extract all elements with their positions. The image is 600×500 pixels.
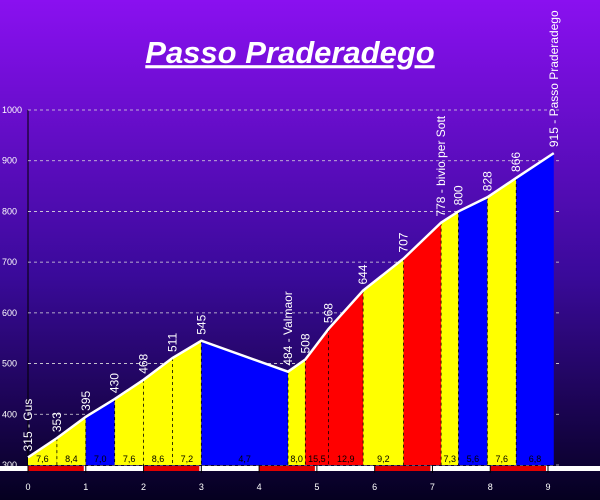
point-label: 568 xyxy=(321,303,335,323)
grade-label: 8,0 xyxy=(290,454,303,464)
segment-area xyxy=(85,399,115,465)
grade-label: 7,2 xyxy=(181,454,194,464)
x-tick-label: 9 xyxy=(545,482,550,492)
x-tick-label: 1 xyxy=(83,482,88,492)
grade-label: 9,2 xyxy=(377,454,390,464)
point-label: 828 xyxy=(480,171,494,191)
x-tick-label: 4 xyxy=(257,482,262,492)
x-tick-label: 8 xyxy=(488,482,493,492)
km-strip xyxy=(143,466,200,471)
segment-area xyxy=(403,222,442,465)
x-tick-label: 0 xyxy=(25,482,30,492)
point-label: 778 - bivio per Sott xyxy=(434,115,448,216)
segment-area xyxy=(288,359,306,465)
point-label: 707 xyxy=(397,232,411,252)
chart-title: Passo Praderadego xyxy=(145,35,434,70)
segment-area xyxy=(305,329,329,465)
km-strip xyxy=(490,466,546,471)
segment-area xyxy=(28,438,57,465)
segment-area xyxy=(363,258,404,465)
y-tick-label: 600 xyxy=(2,308,17,318)
segment-area xyxy=(487,177,517,465)
grade-label: 15,5 xyxy=(308,454,326,464)
point-label: 484 - Valmaor xyxy=(281,291,295,365)
grade-label: 6,8 xyxy=(529,454,542,464)
segment-area xyxy=(143,357,173,465)
y-tick-label: 500 xyxy=(2,359,17,369)
point-label: 644 xyxy=(356,264,370,284)
point-label: 800 xyxy=(451,185,465,205)
y-tick-label: 700 xyxy=(2,257,17,267)
segment-area xyxy=(441,211,459,465)
point-label: 315 - Gus xyxy=(21,399,35,452)
point-label: 468 xyxy=(137,353,151,373)
km-strip xyxy=(432,466,489,471)
segment-area xyxy=(328,290,364,465)
km-strip xyxy=(201,466,258,471)
point-label: 395 xyxy=(79,390,93,410)
grade-label: 7,0 xyxy=(94,454,107,464)
point-label: 915 - Passo Praderadego xyxy=(547,10,561,147)
profile-line xyxy=(27,152,555,459)
x-tick-label: 7 xyxy=(430,482,435,492)
y-tick-label: 1000 xyxy=(2,105,22,115)
segment-area xyxy=(516,153,554,465)
x-tick-label: 3 xyxy=(199,482,204,492)
point-label: 866 xyxy=(509,152,523,172)
y-tick-label: 300 xyxy=(2,460,17,470)
grade-label: 4,7 xyxy=(238,454,251,464)
km-strip xyxy=(28,466,84,471)
y-tick-label: 900 xyxy=(2,156,17,166)
segment-area xyxy=(114,379,144,465)
km-strip xyxy=(374,466,431,471)
segment-area xyxy=(56,416,86,465)
grade-label: 7,6 xyxy=(496,454,509,464)
km-strip xyxy=(85,466,142,471)
grade-label: 7,6 xyxy=(36,454,49,464)
km-strip xyxy=(316,466,373,471)
grade-label: 12,9 xyxy=(337,454,355,464)
x-tick-label: 5 xyxy=(314,482,319,492)
grade-label: 7,3 xyxy=(444,454,457,464)
segment-area xyxy=(201,340,288,465)
segment-area xyxy=(172,340,202,465)
grade-label: 5,6 xyxy=(467,454,480,464)
point-label: 545 xyxy=(194,314,208,334)
segment-area xyxy=(458,197,488,465)
km-strip xyxy=(259,466,315,471)
y-tick-label: 400 xyxy=(2,409,17,419)
x-tick-label: 2 xyxy=(141,482,146,492)
point-label: 511 xyxy=(165,333,179,352)
grade-label: 8,4 xyxy=(65,454,78,464)
x-tick-label: 6 xyxy=(372,482,377,492)
y-tick-label: 800 xyxy=(2,206,17,216)
grade-label: 8,6 xyxy=(152,454,165,464)
point-label: 353 xyxy=(50,412,64,432)
point-label: 508 xyxy=(298,333,312,353)
point-label: 430 xyxy=(108,373,122,393)
grade-label: 7,6 xyxy=(123,454,136,464)
